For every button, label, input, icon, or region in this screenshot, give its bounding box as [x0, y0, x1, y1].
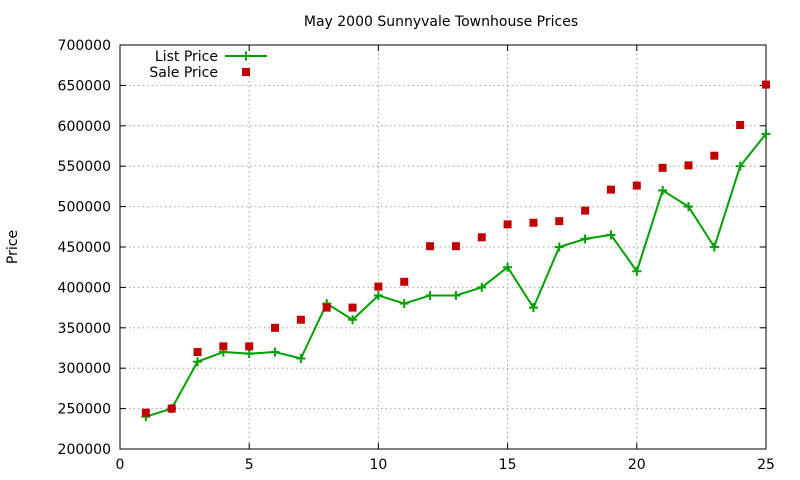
- list-price-point: [270, 347, 280, 357]
- sale-price-point: [193, 348, 202, 357]
- y-tick-label: 600000: [58, 119, 111, 135]
- sale-price-point: [296, 315, 305, 324]
- list-price-point: [709, 242, 719, 252]
- list-price-point: [503, 262, 513, 272]
- sale-price-point: [606, 185, 615, 194]
- x-tick-label: 25: [757, 457, 775, 473]
- list-price-point: [761, 129, 771, 139]
- sale-price-point: [762, 80, 770, 89]
- sale-price-point: [374, 282, 383, 291]
- list-price-point: [451, 290, 461, 300]
- sale-price-point: [581, 206, 590, 215]
- grid: [120, 45, 766, 449]
- plot-area: [141, 80, 771, 422]
- sale-price-point: [658, 163, 667, 172]
- y-axis-label: Price: [5, 230, 21, 264]
- sale-price-point: [451, 242, 460, 251]
- list-price-point: [580, 234, 590, 244]
- list-price-point: [528, 303, 538, 313]
- list-price-point: [554, 242, 564, 252]
- legend-label: List Price: [155, 49, 218, 65]
- list-price-point: [683, 202, 693, 212]
- y-tick-label: 700000: [58, 38, 111, 54]
- sale-price-point: [167, 404, 176, 413]
- axes: 0 5 10 15 20 25 200000 250000 300000 350000 400000…: [58, 38, 775, 473]
- sale-price-point: [503, 220, 512, 229]
- sale-price-point: [348, 303, 357, 312]
- list-price-point: [296, 354, 306, 364]
- list-price-point: [632, 266, 642, 276]
- x-tick-label: 5: [245, 457, 254, 473]
- legend-item-sale-price: Sale Price: [149, 65, 250, 81]
- y-tick-label: 300000: [58, 361, 111, 377]
- list-price-point: [606, 230, 616, 240]
- list-price-point: [735, 161, 745, 171]
- y-tick-label: 550000: [58, 159, 111, 175]
- list-price-point: [244, 349, 254, 359]
- sale-price-point: [219, 342, 228, 351]
- legend-label: Sale Price: [149, 65, 218, 81]
- y-tick-label: 400000: [58, 280, 111, 296]
- x-tick-label: 20: [628, 457, 646, 473]
- list-price-point: [348, 315, 358, 325]
- y-tick-label: 200000: [58, 442, 111, 458]
- sale-price-series: [141, 80, 770, 417]
- legend-item-list-price: List Price: [155, 49, 267, 65]
- sale-price-point: [684, 161, 693, 170]
- list-price-point: [425, 290, 435, 300]
- y-tick-label: 650000: [58, 78, 111, 94]
- sale-price-point: [632, 181, 641, 190]
- sale-price-point: [736, 120, 745, 129]
- x-tick-label: 10: [369, 457, 387, 473]
- x-tick-label: 15: [499, 457, 517, 473]
- list-price-point: [477, 282, 487, 292]
- list-price-point: [193, 357, 203, 367]
- sale-price-point: [555, 217, 564, 226]
- y-tick-label: 250000: [58, 402, 111, 418]
- list-price-line: [145, 133, 767, 418]
- legend-marker: [242, 68, 250, 76]
- x-tick-label: 0: [116, 457, 125, 473]
- list-price-point: [373, 290, 383, 300]
- sale-price-point: [141, 408, 150, 417]
- legend-marker: [241, 51, 251, 61]
- list-price-point: [658, 185, 668, 195]
- y-tick-label: 500000: [58, 200, 111, 216]
- sale-price-point: [322, 303, 331, 312]
- list-price-point: [399, 299, 409, 309]
- list-price-series: [141, 129, 771, 422]
- y-tick-label: 450000: [58, 240, 111, 256]
- y-tick-label: 350000: [58, 321, 111, 337]
- sale-price-point: [271, 323, 280, 332]
- sale-price-point: [400, 277, 409, 286]
- sale-price-point: [245, 342, 254, 351]
- sale-price-point: [529, 218, 538, 227]
- sale-price-point: [710, 151, 719, 160]
- sale-price-point: [477, 233, 486, 242]
- chart-title: May 2000 Sunnyvale Townhouse Prices: [304, 14, 578, 30]
- sale-price-point: [426, 242, 435, 251]
